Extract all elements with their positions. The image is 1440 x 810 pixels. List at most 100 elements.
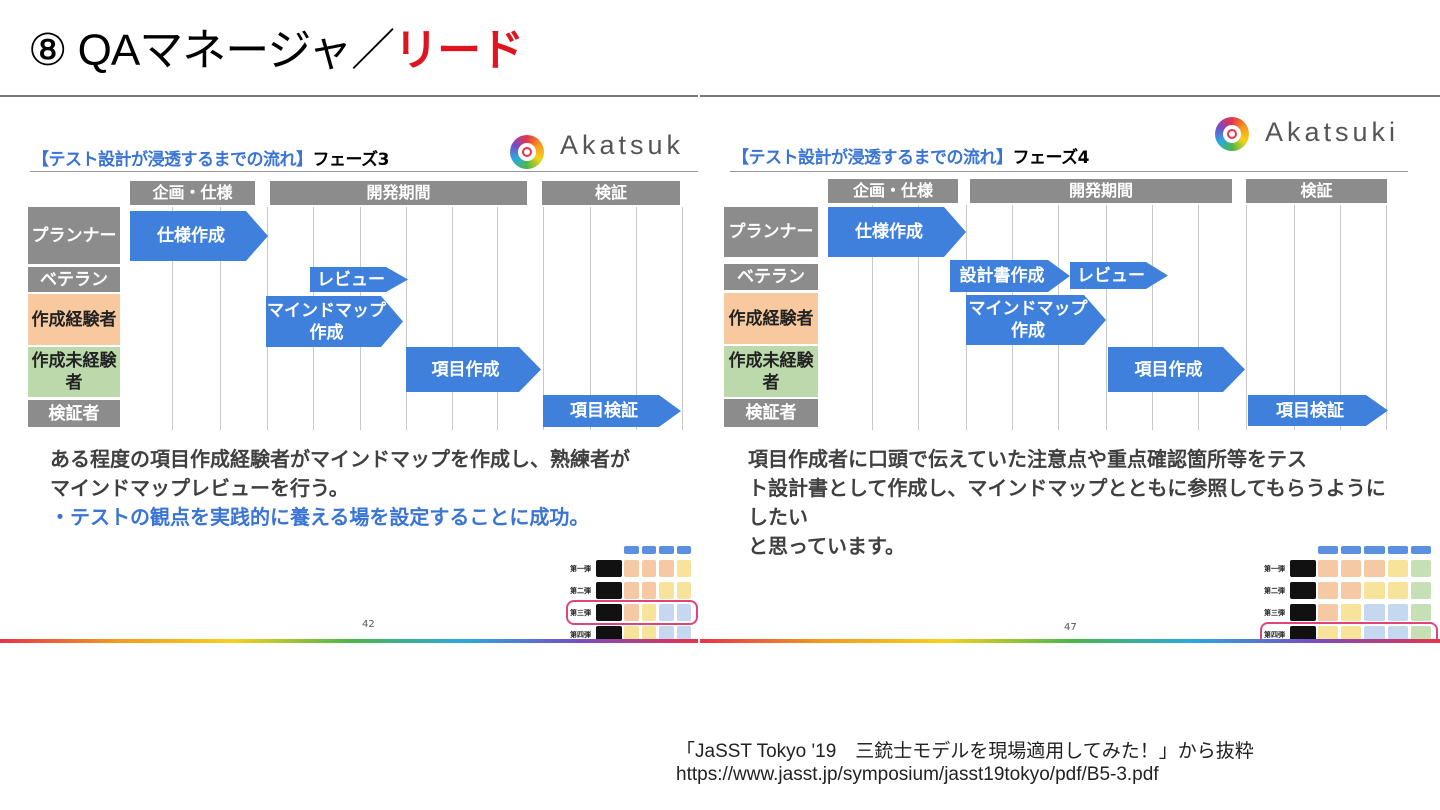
mini-planner-cell [1290, 582, 1316, 599]
mini-header-arrow [659, 546, 674, 554]
task-arrow: 設計書作成 [950, 260, 1070, 292]
task-arrow: レビュー [1070, 262, 1168, 289]
mini-cell [1318, 560, 1339, 577]
mini-row-label: 第二弾 [1264, 587, 1285, 595]
mini-planner-cell [1290, 604, 1316, 621]
source-credit: 「JaSST Tokyo '19 三銃士モデルを現場適用してみた！」から抜粋 [676, 741, 1254, 762]
phase-header: 開発期間 [270, 181, 527, 205]
task-arrow: 仕様作成 [828, 207, 966, 257]
mini-header-arrow [624, 546, 639, 554]
mini-header-arrow [1318, 546, 1339, 554]
mini-cell [624, 560, 639, 577]
mini-cell [1318, 626, 1339, 643]
mini-header-arrow [1341, 546, 1362, 554]
task-arrow: レビュー [310, 267, 408, 292]
color-stripe [700, 639, 1440, 643]
role-planner: プランナー [28, 207, 120, 264]
mini-cell [1364, 560, 1385, 577]
mini-header-arrow [1387, 546, 1408, 554]
role-verifier: 検証者 [28, 400, 120, 427]
grid-line [636, 207, 637, 430]
mini-planner-cell [1290, 626, 1316, 643]
mini-cell [1318, 582, 1339, 599]
mini-header-arrow [1410, 546, 1431, 554]
mini-header-arrow [1364, 546, 1385, 554]
grid-line [1294, 205, 1295, 430]
grid-line [918, 205, 919, 430]
mini-cell [641, 626, 656, 643]
title-highlight: リード [394, 26, 524, 75]
title-divider [730, 171, 1408, 172]
grid-line [590, 207, 591, 430]
slide-phase-3: 【テスト設計が浸透するまでの流れ】フェーズ3 Akatsuk 企画・仕様 開発期間 検証… [0, 95, 698, 643]
mini-row-label: 第三弾 [1264, 609, 1285, 617]
slide-title-phase: フェーズ4 [1012, 148, 1090, 168]
grid-line [872, 205, 873, 430]
mini-cell [1341, 604, 1362, 621]
phase-header: 企画・仕様 [130, 181, 255, 205]
page-number: 42 [362, 619, 375, 630]
mini-cell [1364, 626, 1385, 643]
grid-line [543, 207, 544, 430]
mini-cell [1410, 626, 1431, 643]
mini-cell [1364, 604, 1385, 621]
task-arrow: 項目作成 [1108, 347, 1245, 392]
akatsuki-logo-icon [1215, 117, 1249, 151]
mini-planner-cell [596, 626, 622, 643]
role-veteran: ベテラン [724, 264, 818, 290]
title-number: ⑧ [28, 26, 67, 75]
mini-row-label: 第四弾 [1264, 631, 1285, 639]
mini-cell [676, 560, 691, 577]
body-line: と思っています。 [748, 534, 905, 558]
mini-cell [1387, 604, 1408, 621]
role-inexperienced: 作成未経験者 [28, 347, 120, 397]
mini-cell [1364, 582, 1385, 599]
grid-line [452, 207, 453, 430]
logo-text: Akatsuki [1265, 117, 1400, 147]
mini-header-arrow [641, 546, 656, 554]
slide-body-text: ある程度の項目作成経験者がマインドマップを作成し、熟練者が マインドマップレビュー… [50, 445, 630, 532]
body-line: マインドマップレビューを行う。 [50, 476, 349, 500]
task-arrow: 項目検証 [543, 395, 681, 427]
body-highlight: ・テストの観点を実践的に養える場を設定することに成功。 [50, 505, 590, 529]
slide-title: 【テスト設計が浸透するまでの流れ】フェーズ4 [732, 143, 1089, 168]
grid-line [172, 207, 173, 430]
grid-line [220, 207, 221, 430]
mini-planner-cell [596, 604, 622, 621]
mini-row-label: 第一弾 [1264, 565, 1285, 573]
body-line: ト設計書として作成し、マインドマップとともに参照してもらうように [748, 476, 1386, 500]
body-line: したい [748, 505, 808, 529]
mini-cell [1341, 560, 1362, 577]
body-line: 項目作成者に口頭で伝えていた注意点や重点確認箇所等をテス [748, 447, 1307, 471]
phase-header: 企画・仕様 [828, 179, 958, 203]
title-divider [30, 171, 698, 172]
task-arrow: 仕様作成 [130, 211, 268, 261]
role-planner: プランナー [724, 207, 818, 257]
mini-cell [1387, 582, 1408, 599]
logo-text: Akatsuk [560, 130, 685, 160]
mini-highlight-ring [1260, 622, 1438, 643]
task-arrow: マインドマップ作成 [266, 296, 403, 347]
grid-line [1246, 205, 1247, 430]
mini-row-label: 第三弾 [570, 609, 591, 617]
phase-header: 検証 [542, 181, 680, 205]
akatsuki-logo-icon [510, 135, 544, 169]
grid-line [682, 207, 683, 430]
mini-phase-table: 第一弾 第二弾 第三弾 第四弾 [566, 542, 698, 643]
role-verifier: 検証者 [724, 399, 818, 427]
mini-cell [1387, 560, 1408, 577]
slide-title-phase: フェーズ3 [312, 150, 390, 170]
mini-cell [624, 626, 639, 643]
mini-cell [659, 582, 674, 599]
mini-cell [624, 582, 639, 599]
mini-cell [641, 604, 656, 621]
mini-planner-cell [596, 560, 622, 577]
slide-title-main: 【テスト設計が浸透するまでの流れ】 [732, 148, 1013, 168]
mini-planner-cell [1290, 560, 1316, 577]
role-experienced: 作成経験者 [28, 294, 120, 345]
mini-cell [676, 626, 691, 643]
mini-cell [624, 604, 639, 621]
mini-cell [1410, 582, 1431, 599]
mini-row-label: 第二弾 [570, 587, 591, 595]
source-url[interactable]: https://www.jasst.jp/symposium/jasst19to… [676, 764, 1159, 785]
